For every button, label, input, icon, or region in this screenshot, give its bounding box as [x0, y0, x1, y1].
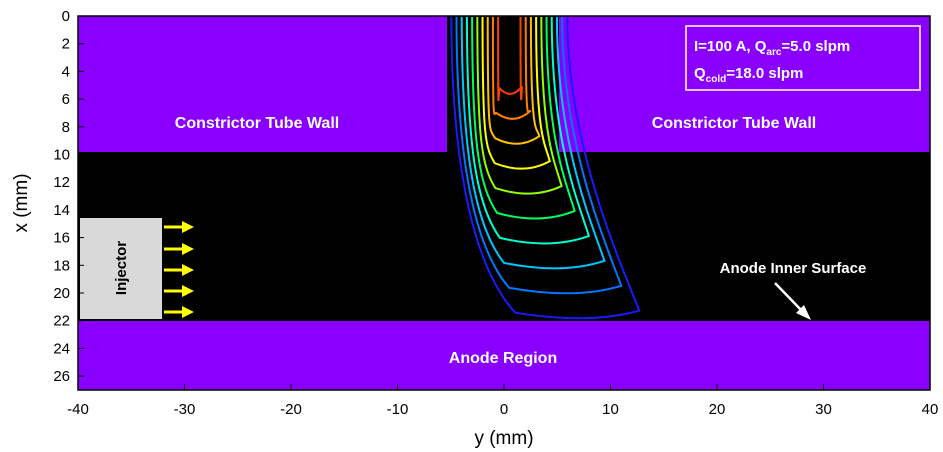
contour-line	[476, 16, 563, 195]
x-tick-label: 20	[709, 401, 726, 418]
condition-cold-flow: Qcold=18.0 slpm	[694, 65, 803, 85]
anode-surface-label: Anode Inner Surface	[720, 260, 867, 277]
y-tick-label: 18	[53, 257, 70, 274]
y-tick-label: 14	[53, 202, 70, 219]
y-tick-label: 2	[62, 36, 70, 53]
y-tick-label: 12	[53, 174, 70, 191]
contour-line	[460, 16, 606, 270]
x-tick-label: 30	[815, 401, 832, 418]
injector-arrow-head	[182, 285, 194, 297]
constrictor-label-right: Constrictor Tube Wall	[652, 115, 816, 132]
y-tick-label: 8	[62, 119, 70, 136]
contour-line	[465, 16, 591, 245]
y-tick-label: 0	[62, 8, 70, 25]
conditions-box: I=100 A, Qarc=5.0 slpm Qcold=18.0 slpm	[685, 25, 921, 91]
anode-surface-arrow	[774, 282, 811, 320]
injector-arrow-head	[182, 243, 194, 255]
x-tick-label: -20	[280, 401, 302, 418]
constrictor-wall-left	[78, 16, 447, 152]
injector-label: Injector	[113, 241, 130, 295]
temperature-contours	[450, 16, 641, 320]
injector-arrow-head	[182, 306, 194, 318]
x-tick-label: -30	[174, 401, 196, 418]
contour-line	[491, 16, 532, 120]
contour-line	[486, 16, 541, 145]
contour-line	[497, 16, 524, 102]
y-tick-label: 16	[53, 230, 70, 247]
contour-line	[450, 16, 641, 320]
constrictor-wall-right	[559, 16, 930, 152]
constrictor-label-left: Constrictor Tube Wall	[175, 115, 339, 132]
x-tick-label: 40	[922, 401, 939, 418]
x-tick-label: 10	[602, 401, 619, 418]
contour-line	[481, 16, 551, 170]
injector-arrows	[164, 221, 194, 318]
condition-current: I=100 A, Qarc=5.0 slpm	[694, 38, 850, 58]
injector-arrow-head	[182, 264, 194, 276]
y-tick-label: 26	[53, 368, 70, 385]
y-axis-label: x (mm)	[11, 173, 32, 232]
x-tick-label: 0	[500, 401, 508, 418]
y-tick-label: 24	[53, 340, 70, 357]
contour-line	[455, 16, 623, 295]
anode-region	[78, 321, 930, 390]
injector-block	[80, 218, 162, 319]
x-tick-label: -40	[67, 401, 89, 418]
y-tick-label: 20	[53, 285, 70, 302]
y-tick-label: 4	[62, 63, 70, 80]
x-tick-label: -10	[387, 401, 409, 418]
y-tick-label: 6	[62, 91, 70, 108]
y-tick-label: 22	[53, 313, 70, 330]
y-tick-label: 10	[53, 147, 70, 164]
anode-region-label: Anode Region	[449, 350, 557, 367]
injector-arrow-head	[182, 221, 194, 233]
contour-line	[471, 16, 576, 220]
x-axis-label: y (mm)	[474, 428, 533, 449]
x-axis-ticks: -40 -30 -20 -10 0 10 20 30 40	[67, 384, 938, 418]
